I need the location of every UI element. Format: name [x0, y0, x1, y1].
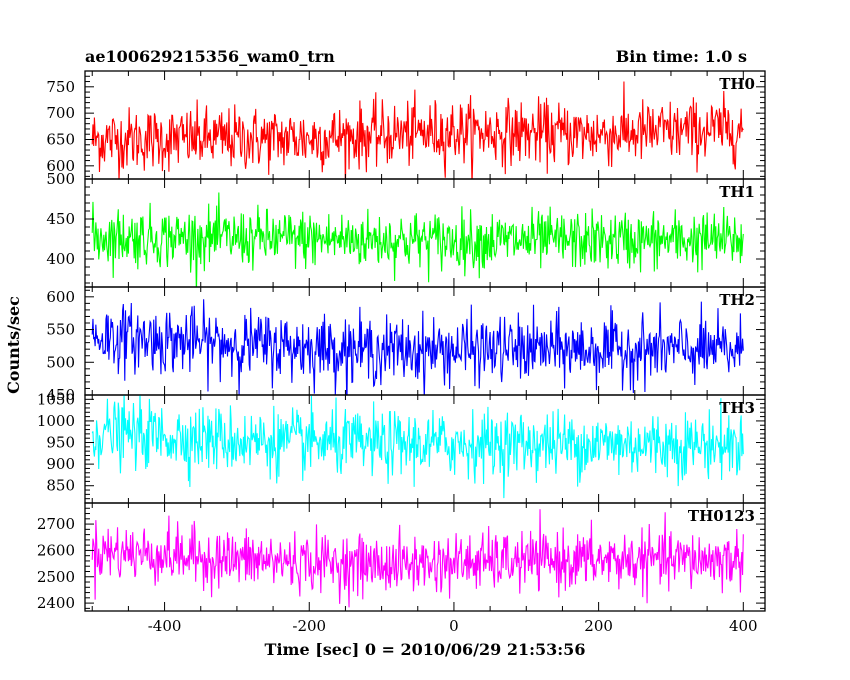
panel-frame-th0123 — [84, 502, 766, 612]
y-axis-label: Counts/sec — [4, 296, 23, 394]
panel-label-th0: TH0 — [719, 75, 755, 93]
series-line-th3 — [91, 395, 744, 499]
y-tick-label: 650 — [46, 130, 75, 148]
panels-group: 600 650 700 750 TH0 400 450 500 TH1 450 500 550 600 T… — [37, 70, 766, 635]
panel-label-th1: TH1 — [719, 183, 755, 201]
y-tick-label: 450 — [46, 386, 75, 404]
panel-label-th0123: TH0123 — [688, 507, 755, 525]
y-tick-label: 550 — [46, 321, 75, 339]
panel-label-th3: TH3 — [719, 399, 755, 417]
y-tick-label: 2600 — [37, 541, 75, 559]
y-tick-label: 2500 — [37, 568, 75, 586]
y-tick-label: 1000 — [37, 412, 75, 430]
y-tick-label: 850 — [46, 477, 75, 495]
x-axis-label: Time [sec] 0 = 2010/06/29 21:53:56 — [265, 640, 586, 659]
panel-label-th2: TH2 — [719, 291, 755, 309]
y-tick-label: 400 — [46, 250, 75, 268]
plot-title: ae100629215356_wam0_trn — [85, 47, 335, 66]
y-tick-label: 1050 — [37, 390, 75, 408]
y-tick-label: 750 — [46, 78, 75, 96]
y-tick-label: 2700 — [37, 515, 75, 533]
series-line-th0123 — [91, 509, 744, 608]
y-tick-label: 900 — [46, 455, 75, 473]
x-tick-label: 400 — [729, 617, 758, 635]
series-line-th0 — [91, 81, 744, 179]
x-tick-label: 0 — [449, 617, 459, 635]
y-tick-label: 600 — [46, 288, 75, 306]
y-tick-label: 500 — [46, 353, 75, 371]
y-tick-label: 700 — [46, 104, 75, 122]
y-tick-label: 950 — [46, 434, 75, 452]
y-tick-label: 450 — [46, 210, 75, 228]
series-line-th2 — [91, 299, 744, 395]
y-tick-label: 2400 — [37, 594, 75, 612]
bin-time-label: Bin time: 1.0 s — [616, 47, 747, 66]
x-tick-label: -200 — [292, 617, 326, 635]
x-tick-label: 200 — [584, 617, 613, 635]
y-tick-label: 500 — [46, 170, 75, 188]
series-line-th1 — [91, 192, 744, 287]
y-tick-label: 600 — [46, 157, 75, 175]
x-tick-label: -400 — [148, 617, 182, 635]
